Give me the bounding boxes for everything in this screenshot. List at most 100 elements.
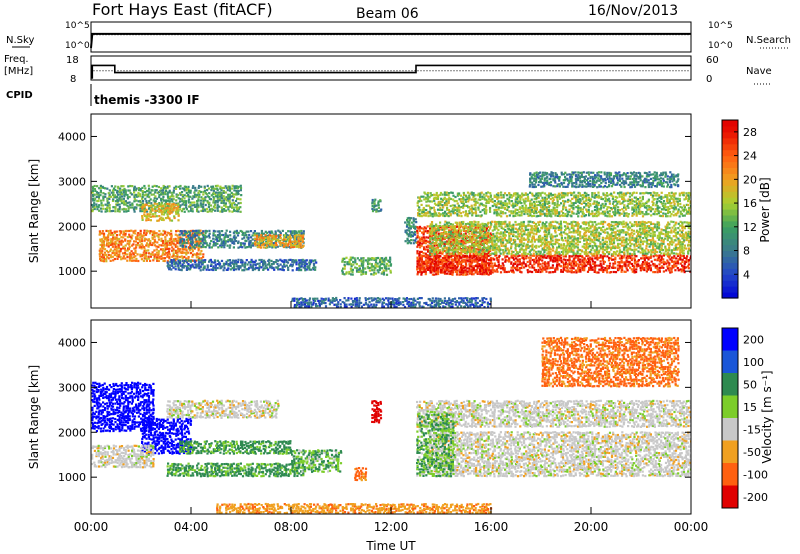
data-cell xyxy=(537,268,540,271)
data-cell xyxy=(487,235,490,238)
data-cell xyxy=(162,207,165,210)
data-cell xyxy=(535,252,538,256)
data-cell xyxy=(543,245,546,248)
data-cell xyxy=(610,239,614,242)
data-cell xyxy=(104,210,107,213)
data-cell xyxy=(541,238,544,241)
data-cell xyxy=(343,265,346,268)
data-cell xyxy=(474,269,477,272)
data-cell xyxy=(187,256,190,259)
data-cell xyxy=(130,255,133,258)
data-cell xyxy=(506,247,509,250)
data-cell xyxy=(552,246,555,250)
data-cell xyxy=(374,261,378,264)
data-cell xyxy=(126,193,129,197)
data-cell xyxy=(154,253,157,256)
data-cell xyxy=(633,257,636,260)
data-cell xyxy=(291,269,294,272)
data-cell xyxy=(599,242,602,245)
data-cell xyxy=(101,249,104,252)
data-cell xyxy=(283,244,286,247)
data-cell xyxy=(572,264,575,267)
data-cell xyxy=(214,187,217,190)
data-cell xyxy=(225,229,228,232)
data-cell xyxy=(592,262,595,266)
data-cell xyxy=(232,196,236,199)
data-cell xyxy=(387,267,390,270)
data-cell xyxy=(362,266,365,269)
data-cell xyxy=(208,196,211,199)
data-cell xyxy=(560,231,563,234)
data-cell xyxy=(102,256,105,259)
data-cell xyxy=(124,193,127,196)
data-cell xyxy=(595,247,599,250)
data-cell xyxy=(532,252,535,255)
data-cell xyxy=(360,257,363,260)
data-cell xyxy=(127,248,131,251)
data-cell xyxy=(462,242,465,245)
data-cell xyxy=(447,270,450,273)
data-cell xyxy=(112,187,116,190)
data-cell xyxy=(187,191,191,194)
data-cell xyxy=(597,250,600,253)
data-cell xyxy=(160,192,163,195)
data-cell xyxy=(604,240,607,243)
data-cell xyxy=(214,260,217,263)
data-cell xyxy=(208,242,212,245)
data-cell xyxy=(475,234,478,237)
data-cell xyxy=(635,270,638,274)
station-title: Fort Hays East (fitACF) xyxy=(92,0,273,19)
data-cell xyxy=(593,252,596,255)
data-cell xyxy=(207,205,210,208)
data-cell xyxy=(176,203,180,206)
data-cell xyxy=(576,225,580,228)
data-cell xyxy=(185,191,188,195)
data-cell xyxy=(108,206,111,209)
data-cell xyxy=(343,273,346,276)
data-cell xyxy=(310,259,313,262)
data-cell xyxy=(164,207,167,210)
data-cell xyxy=(154,212,157,215)
data-cell xyxy=(196,242,199,245)
data-cell xyxy=(414,218,417,221)
data-cell xyxy=(492,232,495,236)
data-cell xyxy=(262,268,265,271)
data-cell xyxy=(220,193,223,196)
data-cell xyxy=(124,203,127,206)
data-cell xyxy=(125,201,128,204)
data-cell xyxy=(566,250,569,253)
data-cell xyxy=(382,273,386,276)
data-cell xyxy=(448,265,451,268)
data-cell xyxy=(447,233,451,236)
data-cell xyxy=(208,210,211,213)
data-cell xyxy=(121,188,124,192)
data-cell xyxy=(559,265,562,268)
data-cell xyxy=(367,266,370,270)
data-cell xyxy=(341,271,344,274)
data-cell xyxy=(154,191,157,194)
data-cell xyxy=(122,245,125,248)
data-cell xyxy=(417,264,420,267)
data-cell xyxy=(420,263,423,266)
data-cell xyxy=(312,259,315,262)
data-cell xyxy=(530,226,533,229)
data-cell xyxy=(143,207,146,210)
data-cell xyxy=(497,260,500,263)
data-cell xyxy=(174,255,177,258)
data-cell xyxy=(170,207,173,210)
data-cell xyxy=(528,250,531,253)
data-cell xyxy=(613,231,616,234)
data-cell xyxy=(166,206,169,209)
data-cell xyxy=(574,237,577,240)
data-cell xyxy=(630,231,633,234)
data-cell xyxy=(502,249,505,252)
data-cell xyxy=(226,244,229,247)
data-cell xyxy=(527,231,530,234)
data-cell xyxy=(483,240,486,243)
data-cell xyxy=(115,230,118,233)
data-cell xyxy=(140,242,143,245)
data-cell xyxy=(198,193,201,196)
data-cell xyxy=(581,265,584,268)
data-cell xyxy=(193,232,197,235)
data-cell xyxy=(684,260,688,264)
